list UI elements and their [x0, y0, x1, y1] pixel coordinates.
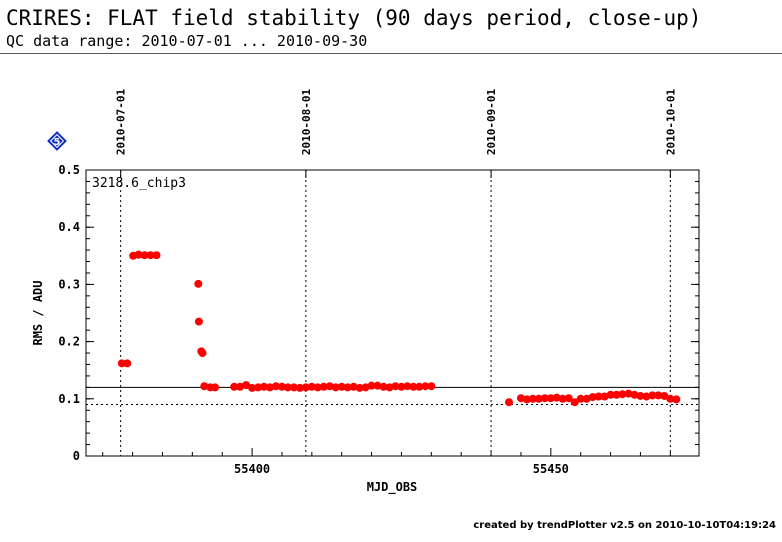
- data-point: [198, 349, 207, 358]
- data-point: [522, 395, 531, 404]
- data-point: [134, 250, 143, 259]
- data-point: [666, 394, 675, 403]
- top-date-label-2: 2010-09-01: [485, 89, 498, 156]
- data-point: [654, 391, 663, 400]
- data-point: [576, 394, 585, 403]
- data-point: [672, 395, 681, 404]
- top-date-label-0: 2010-07-01: [115, 89, 128, 156]
- data-point: [343, 383, 352, 392]
- data-point: [505, 398, 514, 407]
- y-tick-label-4: 0.4: [58, 220, 80, 234]
- x-tick-label-0: 55400: [234, 462, 270, 476]
- data-point: [415, 382, 424, 391]
- data-point: [403, 382, 412, 391]
- data-point: [528, 394, 537, 403]
- data-point: [636, 391, 645, 400]
- data-point: [546, 394, 555, 403]
- data-point: [331, 383, 340, 392]
- data-point: [254, 383, 263, 392]
- data-point: [642, 392, 651, 401]
- data-point: [516, 394, 525, 403]
- data-point: [594, 392, 603, 401]
- data-point: [123, 359, 132, 368]
- badge-label: 5: [54, 137, 61, 148]
- data-point: [397, 382, 406, 391]
- data-point: [152, 251, 161, 260]
- data-point: [409, 382, 418, 391]
- x-tick-label-1: 55450: [533, 462, 569, 476]
- data-point: [260, 382, 269, 391]
- data-point: [242, 381, 251, 390]
- data-point: [427, 382, 436, 391]
- data-point: [558, 394, 567, 403]
- data-point: [307, 382, 316, 391]
- data-point: [618, 390, 627, 399]
- scatter-chart: 3218.6_chip3 MJD_OBS RMS / ADU 5 2010-07…: [31, 89, 700, 495]
- chart-subtitle: QC data range: 2010-07-01 ... 2010-09-30: [6, 32, 368, 50]
- data-point: [230, 382, 239, 391]
- plot-frame: [85, 169, 700, 457]
- data-point: [277, 382, 286, 391]
- data-point: [349, 382, 358, 391]
- data-point: [319, 382, 328, 391]
- data-point: [385, 383, 394, 392]
- panel-label: 3218.6_chip3: [92, 176, 186, 191]
- data-point: [194, 279, 203, 288]
- data-point: [660, 391, 669, 400]
- data-point: [283, 383, 292, 392]
- y-tick-label-3: 0.3: [58, 277, 80, 291]
- data-point: [540, 394, 549, 403]
- data-point: [146, 251, 155, 260]
- y-tick-label-2: 0.2: [58, 335, 80, 349]
- footer-credit: created by trendPlotter v2.5 on 2010-10-…: [473, 520, 776, 531]
- data-point: [564, 394, 573, 403]
- data-point: [648, 391, 657, 400]
- data-point: [421, 382, 430, 391]
- chart-title: CRIRES: FLAT field stability (90 days pe…: [6, 6, 702, 30]
- data-point: [325, 382, 334, 391]
- top-date-label-1: 2010-08-01: [300, 89, 313, 156]
- data-point: [552, 393, 561, 402]
- grid-lines: [120, 170, 671, 456]
- badge: 5: [47, 131, 67, 151]
- data-point: [612, 390, 621, 399]
- data-point: [379, 382, 388, 391]
- data-point: [391, 382, 400, 391]
- data-point: [337, 382, 346, 391]
- data-point: [248, 383, 257, 392]
- data-point: [200, 382, 209, 391]
- x-axis-label: MJD_OBS: [367, 480, 418, 495]
- data-point: [367, 381, 376, 390]
- data-point: [588, 393, 597, 402]
- data-points: [117, 250, 681, 407]
- y-tick-label-1: 0.1: [58, 392, 80, 406]
- top-date-label-3: 2010-10-01: [664, 89, 677, 156]
- axis-ticks: [86, 169, 699, 457]
- y-axis-label: RMS / ADU: [31, 280, 45, 345]
- data-point: [211, 383, 220, 392]
- data-point: [301, 383, 310, 392]
- data-point: [630, 390, 639, 399]
- header-divider: [0, 53, 782, 54]
- data-point: [266, 383, 275, 392]
- data-point: [373, 381, 382, 390]
- data-point: [313, 383, 322, 392]
- y-tick-label-5: 0.5: [58, 163, 80, 177]
- data-point: [194, 317, 203, 326]
- data-point: [355, 383, 364, 392]
- data-point: [295, 383, 304, 392]
- data-point: [534, 394, 543, 403]
- data-point: [570, 398, 579, 407]
- data-point: [289, 383, 298, 392]
- data-point: [624, 389, 633, 398]
- data-point: [140, 251, 149, 260]
- data-point: [271, 382, 280, 391]
- y-tick-label-0: 0: [73, 449, 80, 463]
- data-point: [606, 390, 615, 399]
